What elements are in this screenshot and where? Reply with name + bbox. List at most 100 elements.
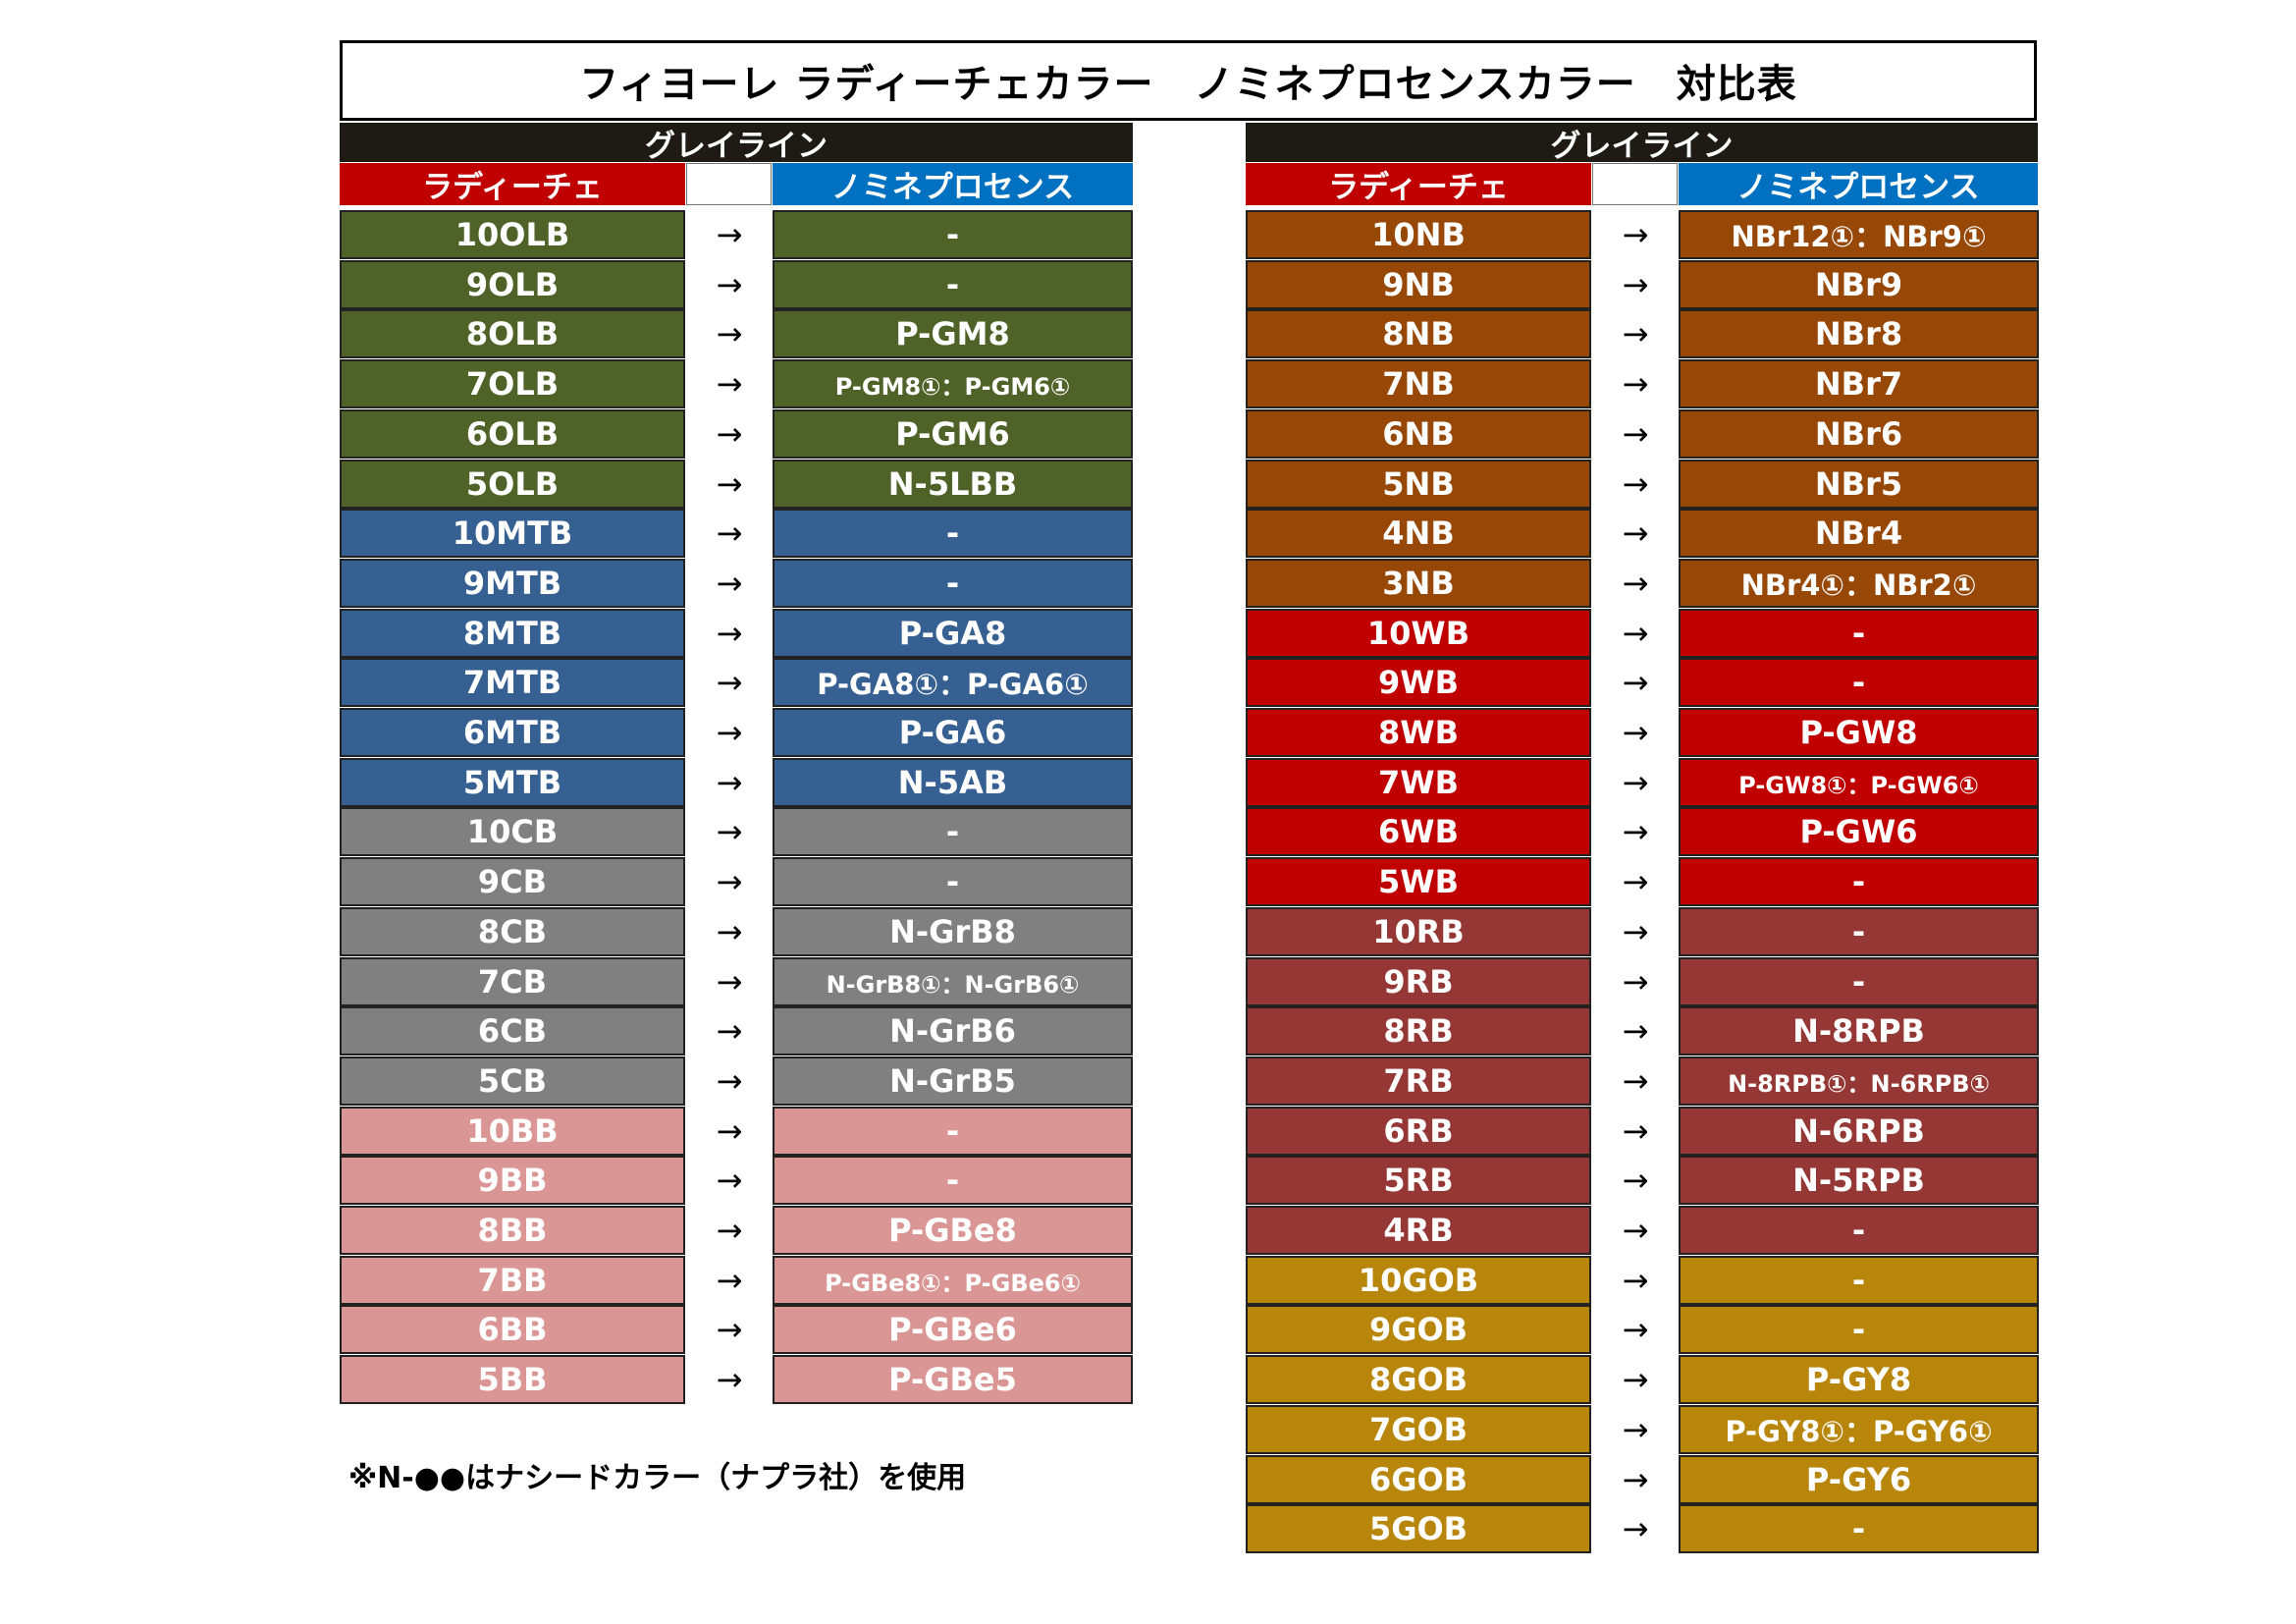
row-to-cell: P-GW8 [1679, 708, 2039, 757]
arrow-icon: → [1622, 365, 1649, 403]
arrow-icon: → [1622, 1112, 1649, 1150]
row-to-cell: - [1679, 1504, 2039, 1553]
arrow-icon: → [1622, 565, 1649, 602]
row-to-cell: P-GA8 [773, 609, 1133, 658]
arrow-icon: → [716, 1262, 743, 1299]
row-to-cell: P-GW6 [1679, 807, 2039, 856]
row-to-cell: N-8RPB [1679, 1006, 2039, 1056]
row-to-cell: - [773, 210, 1133, 259]
row-from-cell: 4RB [1246, 1206, 1591, 1255]
row-to-cell: - [773, 1107, 1133, 1156]
arrow-icon: → [716, 913, 743, 950]
row-from-cell: 7OLB [340, 359, 685, 408]
right-header-radiche: ラディーチェ [1246, 163, 1591, 205]
arrow-icon: → [1622, 1411, 1649, 1448]
arrow-icon: → [716, 1112, 743, 1150]
row-from-cell: 9RB [1246, 957, 1591, 1006]
row-to-cell: P-GM8①：P-GM6① [773, 359, 1133, 408]
row-from-cell: 5GOB [1246, 1504, 1591, 1553]
row-to-cell: N-8RPB①：N-6RPB① [1679, 1056, 2039, 1106]
row-from-cell: 6NB [1246, 409, 1591, 459]
arrow-icon: → [716, 813, 743, 850]
row-to-cell: - [1679, 1305, 2039, 1354]
arrow-icon: → [716, 465, 743, 503]
row-from-cell: 6WB [1246, 807, 1591, 856]
arrow-icon: → [1622, 514, 1649, 552]
row-from-cell: 7WB [1246, 758, 1591, 807]
page-title: フィヨーレ ラディーチェカラー ノミネプロセンスカラー 対比表 [579, 62, 1797, 107]
row-to-cell: - [773, 559, 1133, 608]
row-from-cell: 7MTB [340, 658, 685, 707]
arrow-icon: → [1622, 963, 1649, 1001]
arrow-icon: → [716, 1212, 743, 1249]
row-to-cell: N-GrB5 [773, 1056, 1133, 1106]
arrow-icon: → [716, 1062, 743, 1100]
row-from-cell: 10MTB [340, 509, 685, 558]
row-from-cell: 10OLB [340, 210, 685, 259]
arrow-icon: → [1622, 714, 1649, 751]
row-to-cell: N-5AB [773, 758, 1133, 807]
row-to-cell: - [1679, 609, 2039, 658]
row-to-cell: P-GA6 [773, 708, 1133, 757]
arrow-icon: → [716, 1162, 743, 1199]
arrow-icon: → [1622, 315, 1649, 352]
row-to-cell: - [773, 807, 1133, 856]
arrow-icon: → [716, 315, 743, 352]
row-to-cell: P-GY6 [1679, 1455, 2039, 1504]
row-to-cell: - [1679, 907, 2039, 956]
arrow-icon: → [716, 565, 743, 602]
row-from-cell: 10GOB [1246, 1256, 1591, 1305]
row-from-cell: 10WB [1246, 609, 1591, 658]
row-from-cell: 8NB [1246, 309, 1591, 358]
arrow-icon: → [1622, 1262, 1649, 1299]
row-from-cell: 6GOB [1246, 1455, 1591, 1504]
row-from-cell: 9GOB [1246, 1305, 1591, 1354]
arrow-icon: → [1622, 1062, 1649, 1100]
row-to-cell: - [773, 857, 1133, 906]
row-to-cell: - [773, 509, 1133, 558]
right-header-nomine: ノミネプロセンス [1679, 163, 2038, 205]
arrow-icon: → [1622, 813, 1649, 850]
arrow-icon: → [716, 764, 743, 801]
row-to-cell: N-5LBB [773, 460, 1133, 509]
arrow-icon: → [1622, 764, 1649, 801]
row-from-cell: 6OLB [340, 409, 685, 459]
row-from-cell: 9WB [1246, 658, 1591, 707]
row-from-cell: 6BB [340, 1305, 685, 1354]
left-header-arrow-blank [686, 163, 772, 205]
arrow-icon: → [716, 365, 743, 403]
arrow-icon: → [1622, 1012, 1649, 1050]
row-to-cell: - [773, 260, 1133, 309]
left-header-nomine: ノミネプロセンス [773, 163, 1133, 205]
title-box: フィヨーレ ラディーチェカラー ノミネプロセンスカラー 対比表 [340, 40, 2037, 121]
row-to-cell: P-GW8①：P-GW6① [1679, 758, 2039, 807]
row-to-cell: - [773, 1156, 1133, 1205]
row-to-cell: N-GrB8 [773, 907, 1133, 956]
row-from-cell: 6CB [340, 1006, 685, 1056]
row-from-cell: 6RB [1246, 1107, 1591, 1156]
row-to-cell: NBr5 [1679, 460, 2039, 509]
row-from-cell: 9CB [340, 857, 685, 906]
row-to-cell: NBr6 [1679, 409, 2039, 459]
arrow-icon: → [1622, 1361, 1649, 1398]
row-from-cell: 5WB [1246, 857, 1591, 906]
row-from-cell: 7CB [340, 957, 685, 1006]
row-from-cell: 5BB [340, 1355, 685, 1404]
right-header-arrow-blank [1592, 163, 1678, 205]
arrow-icon: → [1622, 913, 1649, 950]
row-to-cell: P-GY8①：P-GY6① [1679, 1405, 2039, 1454]
arrow-icon: → [716, 1311, 743, 1348]
arrow-icon: → [1622, 415, 1649, 453]
arrow-icon: → [1622, 1162, 1649, 1199]
row-to-cell: NBr4 [1679, 509, 2039, 558]
row-from-cell: 8CB [340, 907, 685, 956]
row-from-cell: 7GOB [1246, 1405, 1591, 1454]
row-from-cell: 9MTB [340, 559, 685, 608]
row-from-cell: 10CB [340, 807, 685, 856]
row-from-cell: 9BB [340, 1156, 685, 1205]
row-to-cell: NBr4①：NBr2① [1679, 559, 2039, 608]
row-to-cell: N-5RPB [1679, 1156, 2039, 1205]
row-to-cell: P-GY8 [1679, 1355, 2039, 1404]
arrow-icon: → [716, 863, 743, 900]
row-from-cell: 8RB [1246, 1006, 1591, 1056]
